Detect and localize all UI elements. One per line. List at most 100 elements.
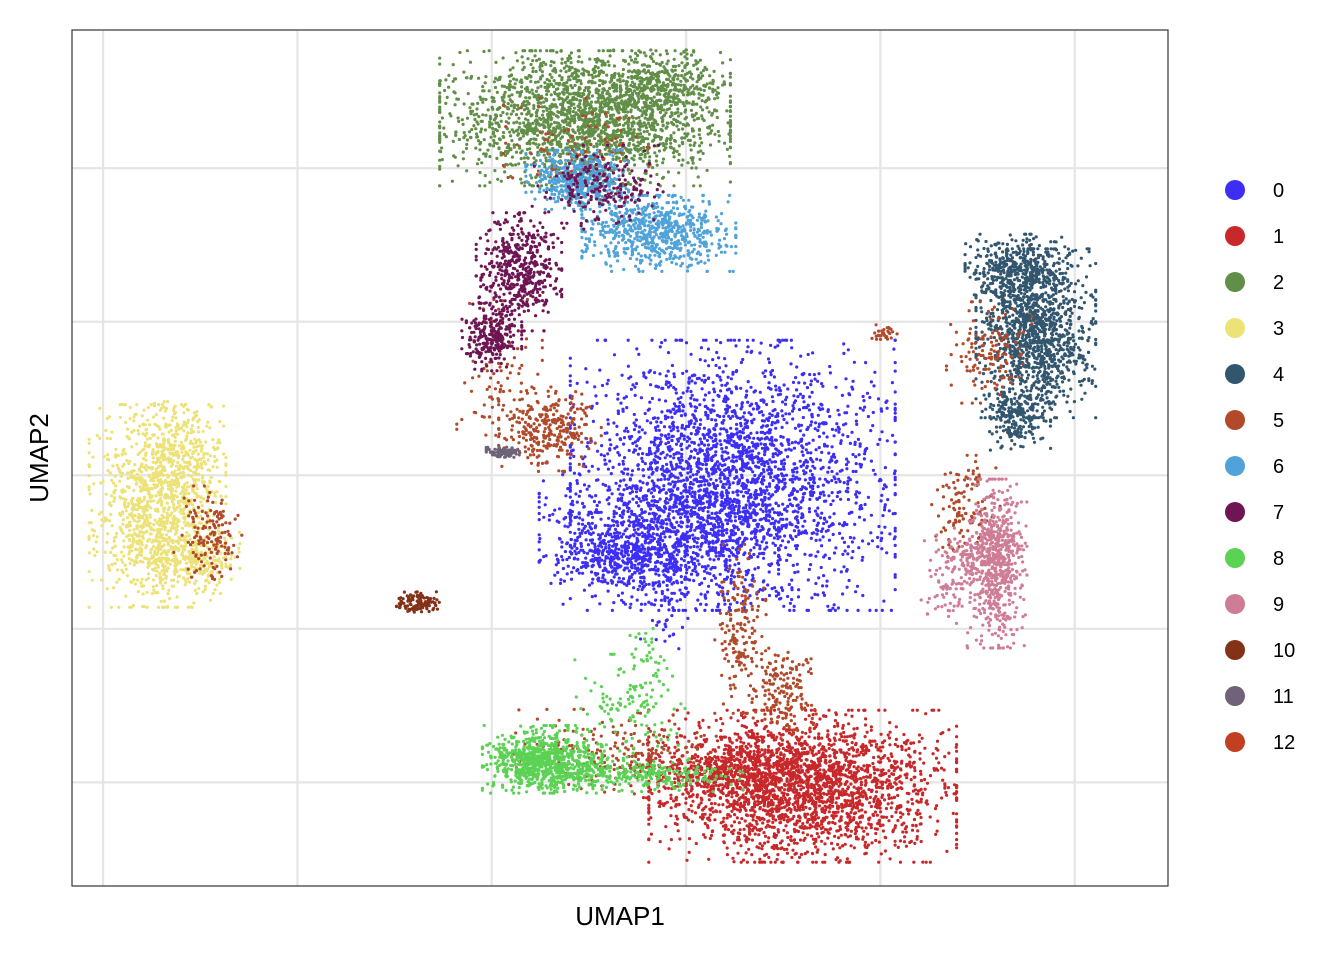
data-point [717, 524, 722, 529]
data-point [795, 525, 800, 529]
data-point [701, 338, 706, 342]
data-point [709, 567, 713, 571]
data-point [679, 520, 683, 524]
data-point [589, 570, 594, 574]
data-point [869, 531, 873, 535]
data-point [635, 501, 639, 505]
data-point [863, 840, 868, 845]
data-point [694, 841, 698, 846]
data-point [788, 797, 792, 801]
data-point [569, 577, 574, 581]
data-point [758, 390, 762, 394]
data-point [715, 495, 719, 499]
data-point [704, 603, 708, 607]
data-point [717, 803, 721, 807]
data-point [845, 742, 850, 746]
data-point [762, 556, 766, 560]
data-point [622, 456, 627, 460]
data-point [766, 357, 771, 361]
data-point [641, 563, 645, 567]
data-point [596, 577, 600, 581]
data-point [726, 451, 730, 455]
data-point [757, 833, 761, 837]
data-point [663, 469, 667, 473]
data-point [726, 375, 730, 379]
data-point [756, 460, 760, 464]
data-point [626, 472, 630, 476]
data-point [582, 588, 587, 592]
data-point [742, 445, 747, 449]
data-point [755, 523, 759, 527]
data-point [815, 532, 819, 536]
data-point [857, 546, 861, 550]
data-point [777, 572, 781, 576]
data-point [675, 599, 679, 603]
data-point [759, 507, 763, 511]
data-point [626, 338, 630, 342]
data-point [695, 573, 699, 577]
data-point [687, 457, 691, 461]
data-point [810, 834, 814, 838]
data-point [573, 542, 577, 546]
data-point [814, 538, 818, 543]
data-point [538, 558, 542, 562]
data-point [781, 517, 785, 522]
data-point [869, 429, 873, 433]
data-point [587, 484, 591, 488]
data-point [713, 802, 717, 806]
data-point [955, 846, 959, 850]
data-point [893, 361, 897, 365]
data-point [786, 504, 790, 508]
data-point [604, 394, 608, 398]
data-point [814, 448, 818, 452]
data-point [748, 502, 752, 506]
data-point [711, 541, 715, 545]
data-point [801, 415, 805, 420]
data-point [640, 456, 644, 460]
data-point [868, 608, 872, 613]
data-point [640, 588, 644, 592]
data-point [752, 390, 756, 394]
data-point [702, 398, 706, 402]
data-point [703, 443, 707, 447]
data-point [681, 371, 685, 375]
data-point [871, 761, 875, 766]
data-point [759, 341, 763, 345]
data-point [595, 510, 600, 515]
data-point [639, 568, 643, 572]
data-point [686, 471, 690, 475]
data-point [899, 815, 903, 819]
data-point [809, 379, 814, 383]
data-point [659, 547, 664, 551]
data-point [763, 374, 767, 379]
data-point [704, 539, 708, 543]
data-point [769, 343, 773, 347]
data-point [672, 386, 676, 390]
data-point [706, 376, 711, 381]
data-point [765, 545, 769, 549]
data-point [747, 847, 751, 851]
data-point [771, 399, 775, 404]
data-point [676, 486, 680, 491]
data-point [623, 554, 627, 558]
data-point [656, 385, 661, 389]
data-point [730, 795, 734, 799]
data-point [887, 769, 891, 773]
data-point [816, 550, 820, 554]
data-point [617, 462, 621, 466]
data-point [693, 381, 697, 385]
data-point [884, 400, 888, 404]
data-point [854, 469, 858, 474]
data-point [631, 441, 635, 445]
data-point [854, 501, 858, 505]
data-point [678, 588, 682, 592]
data-point [700, 387, 704, 391]
data-point [828, 364, 832, 369]
data-point [851, 452, 855, 457]
data-point [635, 487, 639, 491]
data-point [834, 480, 838, 484]
data-point [847, 392, 851, 396]
data-point [781, 338, 785, 342]
data-point [627, 500, 632, 504]
data-point [712, 558, 716, 562]
